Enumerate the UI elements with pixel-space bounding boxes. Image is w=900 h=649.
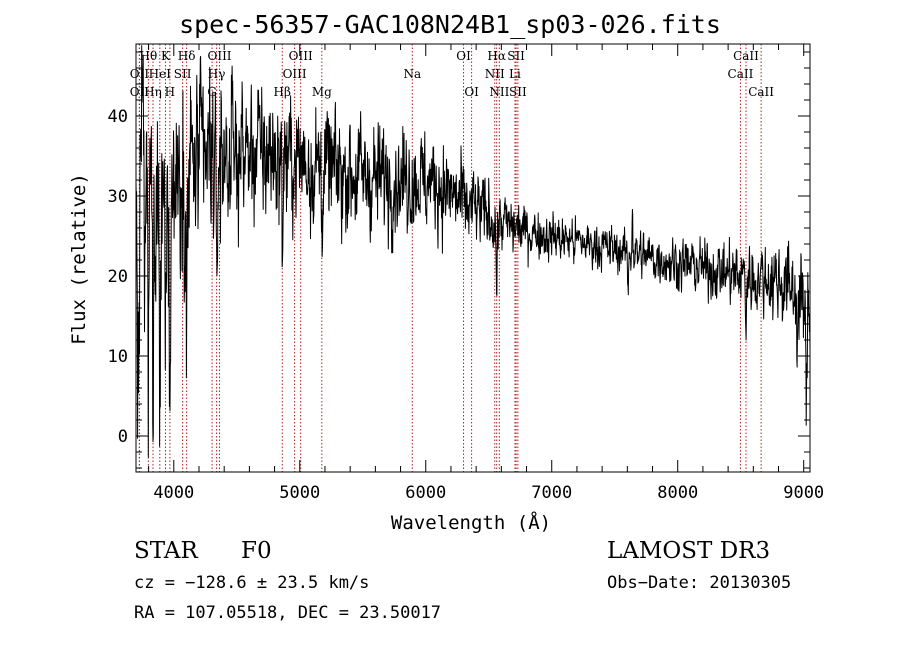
chart-title: spec-56357-GAC108N24B1_sp03-026.fits [179, 10, 721, 39]
object-class: STAR [134, 538, 198, 564]
line-label-22: Li [509, 67, 521, 81]
line-label-3: Hη [144, 85, 162, 99]
y-axis-label: Flux (relative) [68, 173, 90, 345]
line-label-17: OI [456, 49, 471, 63]
line-label-18: OI [464, 85, 479, 99]
line-label-0: OII [130, 85, 150, 99]
line-label-14: Hβ [274, 85, 291, 99]
line-label-24: SII [509, 85, 527, 99]
survey-name: LAMOST DR3 [607, 538, 771, 564]
line-label-16: Na [403, 67, 421, 81]
line-label-13: OIII [283, 67, 307, 81]
line-label-27: CaII [748, 85, 774, 99]
spectral-subclass: F0 [241, 538, 272, 564]
line-label-11: G [207, 85, 217, 99]
x-tick-label-5: 9000 [783, 483, 824, 503]
line-label-8: Hδ [178, 49, 196, 63]
y-tick-label-3: 30 [108, 187, 128, 207]
line-label-6: SII [174, 67, 192, 81]
line-label-12: OIII [289, 49, 313, 63]
x-tick-label-0: 4000 [153, 483, 194, 503]
obs-date-readout: Obs−Date: 20130305 [607, 573, 792, 593]
line-label-10: Hγ [208, 67, 226, 81]
x-axis-label: Wavelength (Å) [391, 511, 551, 534]
y-tick-label-1: 10 [108, 347, 128, 367]
redshift-readout: cz = −128.6 ± 23.5 km/s [134, 573, 370, 593]
line-label-19: Hα [487, 49, 506, 63]
line-label-1: Hθ [139, 49, 157, 63]
x-tick-label-4: 8000 [657, 483, 698, 503]
axis-tick-labels: 4000 5000 6000 7000 8000 9000 0 10 20 30 40 [108, 107, 825, 503]
line-label-9: OIII [207, 49, 231, 63]
plot-frame [135, 43, 811, 473]
line-label-26: CaII [728, 67, 754, 81]
y-tick-label-4: 40 [108, 107, 128, 127]
spectrum-line [135, 45, 811, 458]
line-label-23: NII [489, 85, 509, 99]
x-tick-label-2: 6000 [405, 483, 446, 503]
line-label-4: HeI [149, 67, 172, 81]
line-label-20: SII [507, 49, 525, 63]
y-tick-label-2: 20 [108, 267, 128, 287]
coordinates-readout: RA = 107.05518, DEC = 23.50017 [134, 603, 442, 623]
line-label-21: NII [485, 67, 505, 81]
line-label-15: Mg [312, 85, 332, 99]
line-label-5: K [161, 49, 171, 63]
line-label-7: H [165, 85, 175, 99]
line-label-25: CaII [733, 49, 759, 63]
x-tick-label-3: 7000 [531, 483, 572, 503]
y-tick-label-0: 0 [118, 427, 128, 447]
x-tick-label-1: 5000 [279, 483, 320, 503]
line-label-2: OII [130, 67, 150, 81]
axis-ticks [136, 44, 810, 472]
